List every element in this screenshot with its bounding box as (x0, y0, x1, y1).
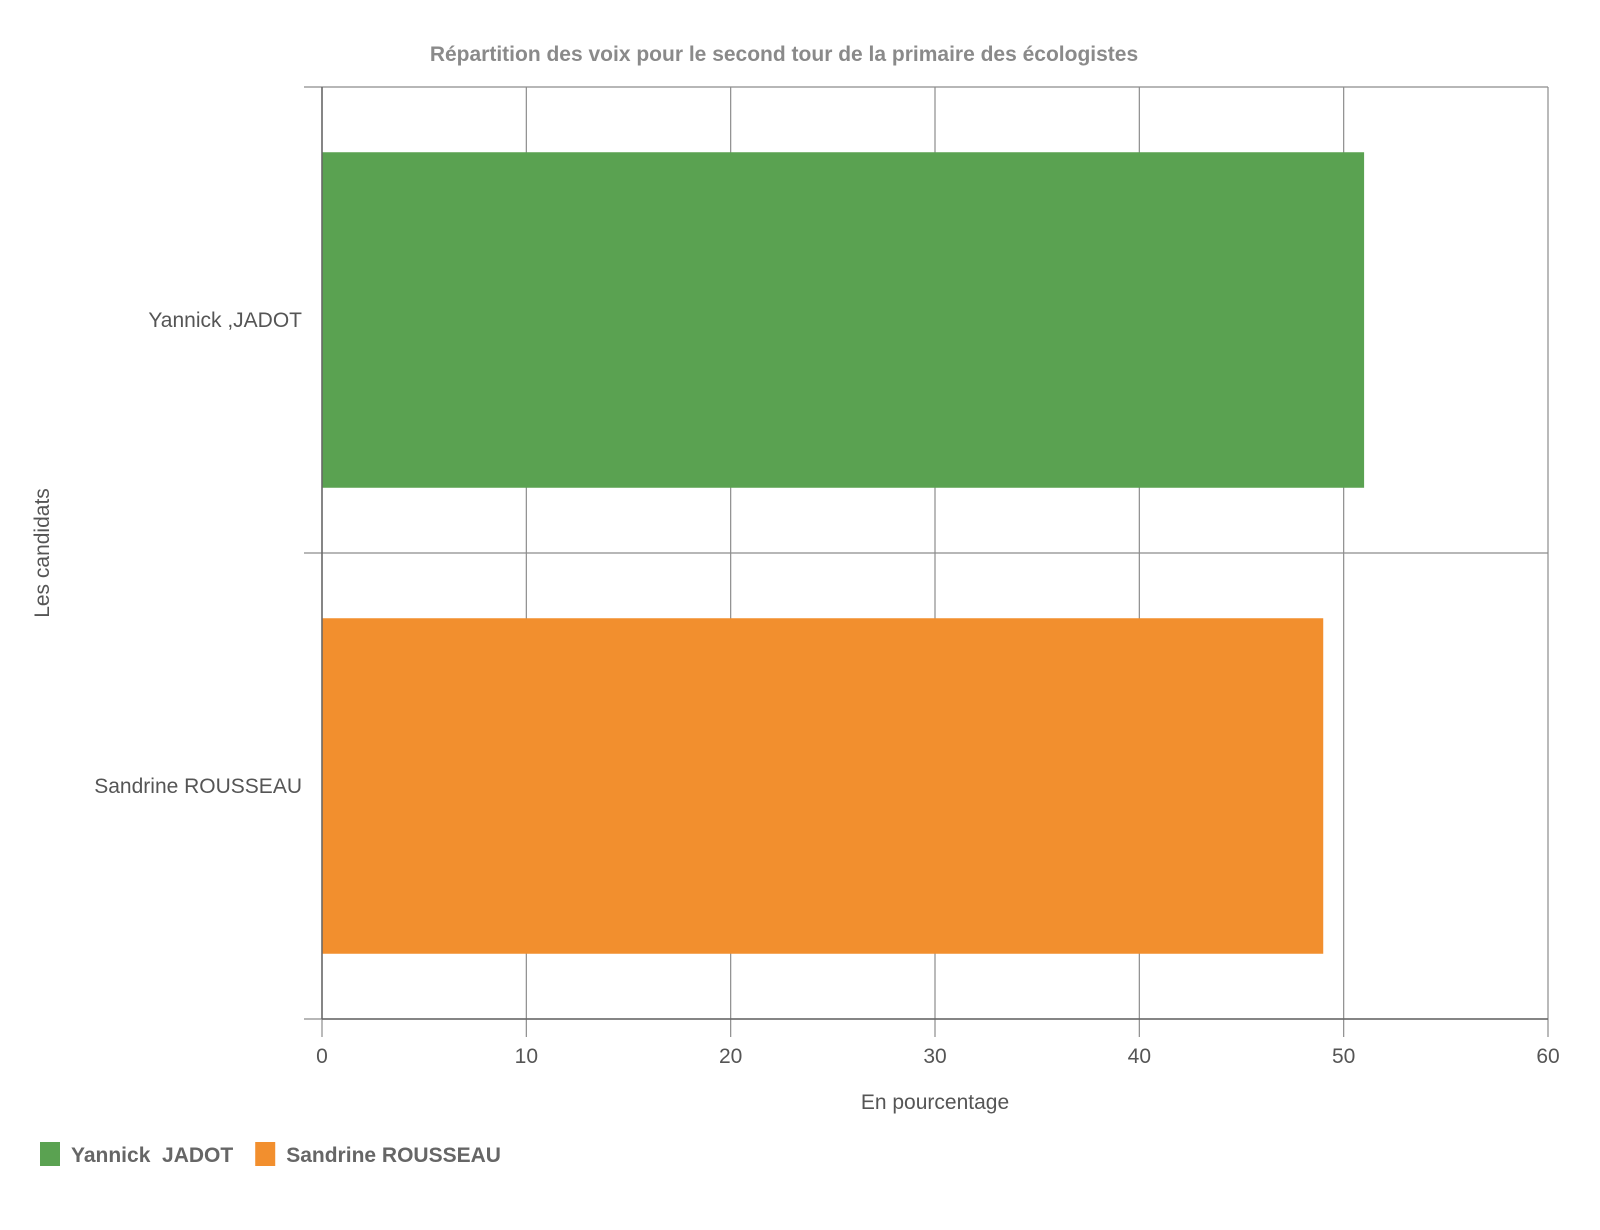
legend-label[interactable]: Yannick JADOT (71, 1144, 233, 1167)
axes (321, 87, 1548, 1020)
x-tick-label: 60 (1536, 1045, 1559, 1068)
y-axis-title: Les candidats (31, 488, 54, 618)
y-category-label: Sandrine ROUSSEAU (94, 775, 302, 798)
legend-swatch[interactable] (40, 1142, 60, 1166)
y-category-labels: Yannick ,JADOT Sandrine ROUSSEAU (94, 309, 302, 798)
x-tick-label: 40 (1128, 1045, 1151, 1068)
x-tick-labels: 0 10 20 30 40 50 60 (316, 1045, 1560, 1068)
legend-label[interactable]: Sandrine ROUSSEAU (286, 1144, 501, 1167)
chart-title: Répartition des voix pour le second tour… (430, 43, 1138, 66)
bar[interactable] (322, 618, 1324, 954)
y-category-label: Yannick ,JADOT (148, 309, 302, 332)
bar[interactable] (322, 152, 1365, 488)
x-tick-label: 50 (1332, 1045, 1355, 1068)
x-tick-label: 10 (515, 1045, 538, 1068)
x-tick-label: 0 (316, 1045, 328, 1068)
x-tick-label: 30 (923, 1045, 946, 1068)
x-tick-label: 20 (719, 1045, 742, 1068)
legend[interactable]: Yannick JADOT Sandrine ROUSSEAU (40, 1142, 501, 1167)
x-axis-title: En pourcentage (861, 1091, 1009, 1114)
legend-swatch[interactable] (255, 1142, 276, 1166)
bars (322, 152, 1365, 954)
